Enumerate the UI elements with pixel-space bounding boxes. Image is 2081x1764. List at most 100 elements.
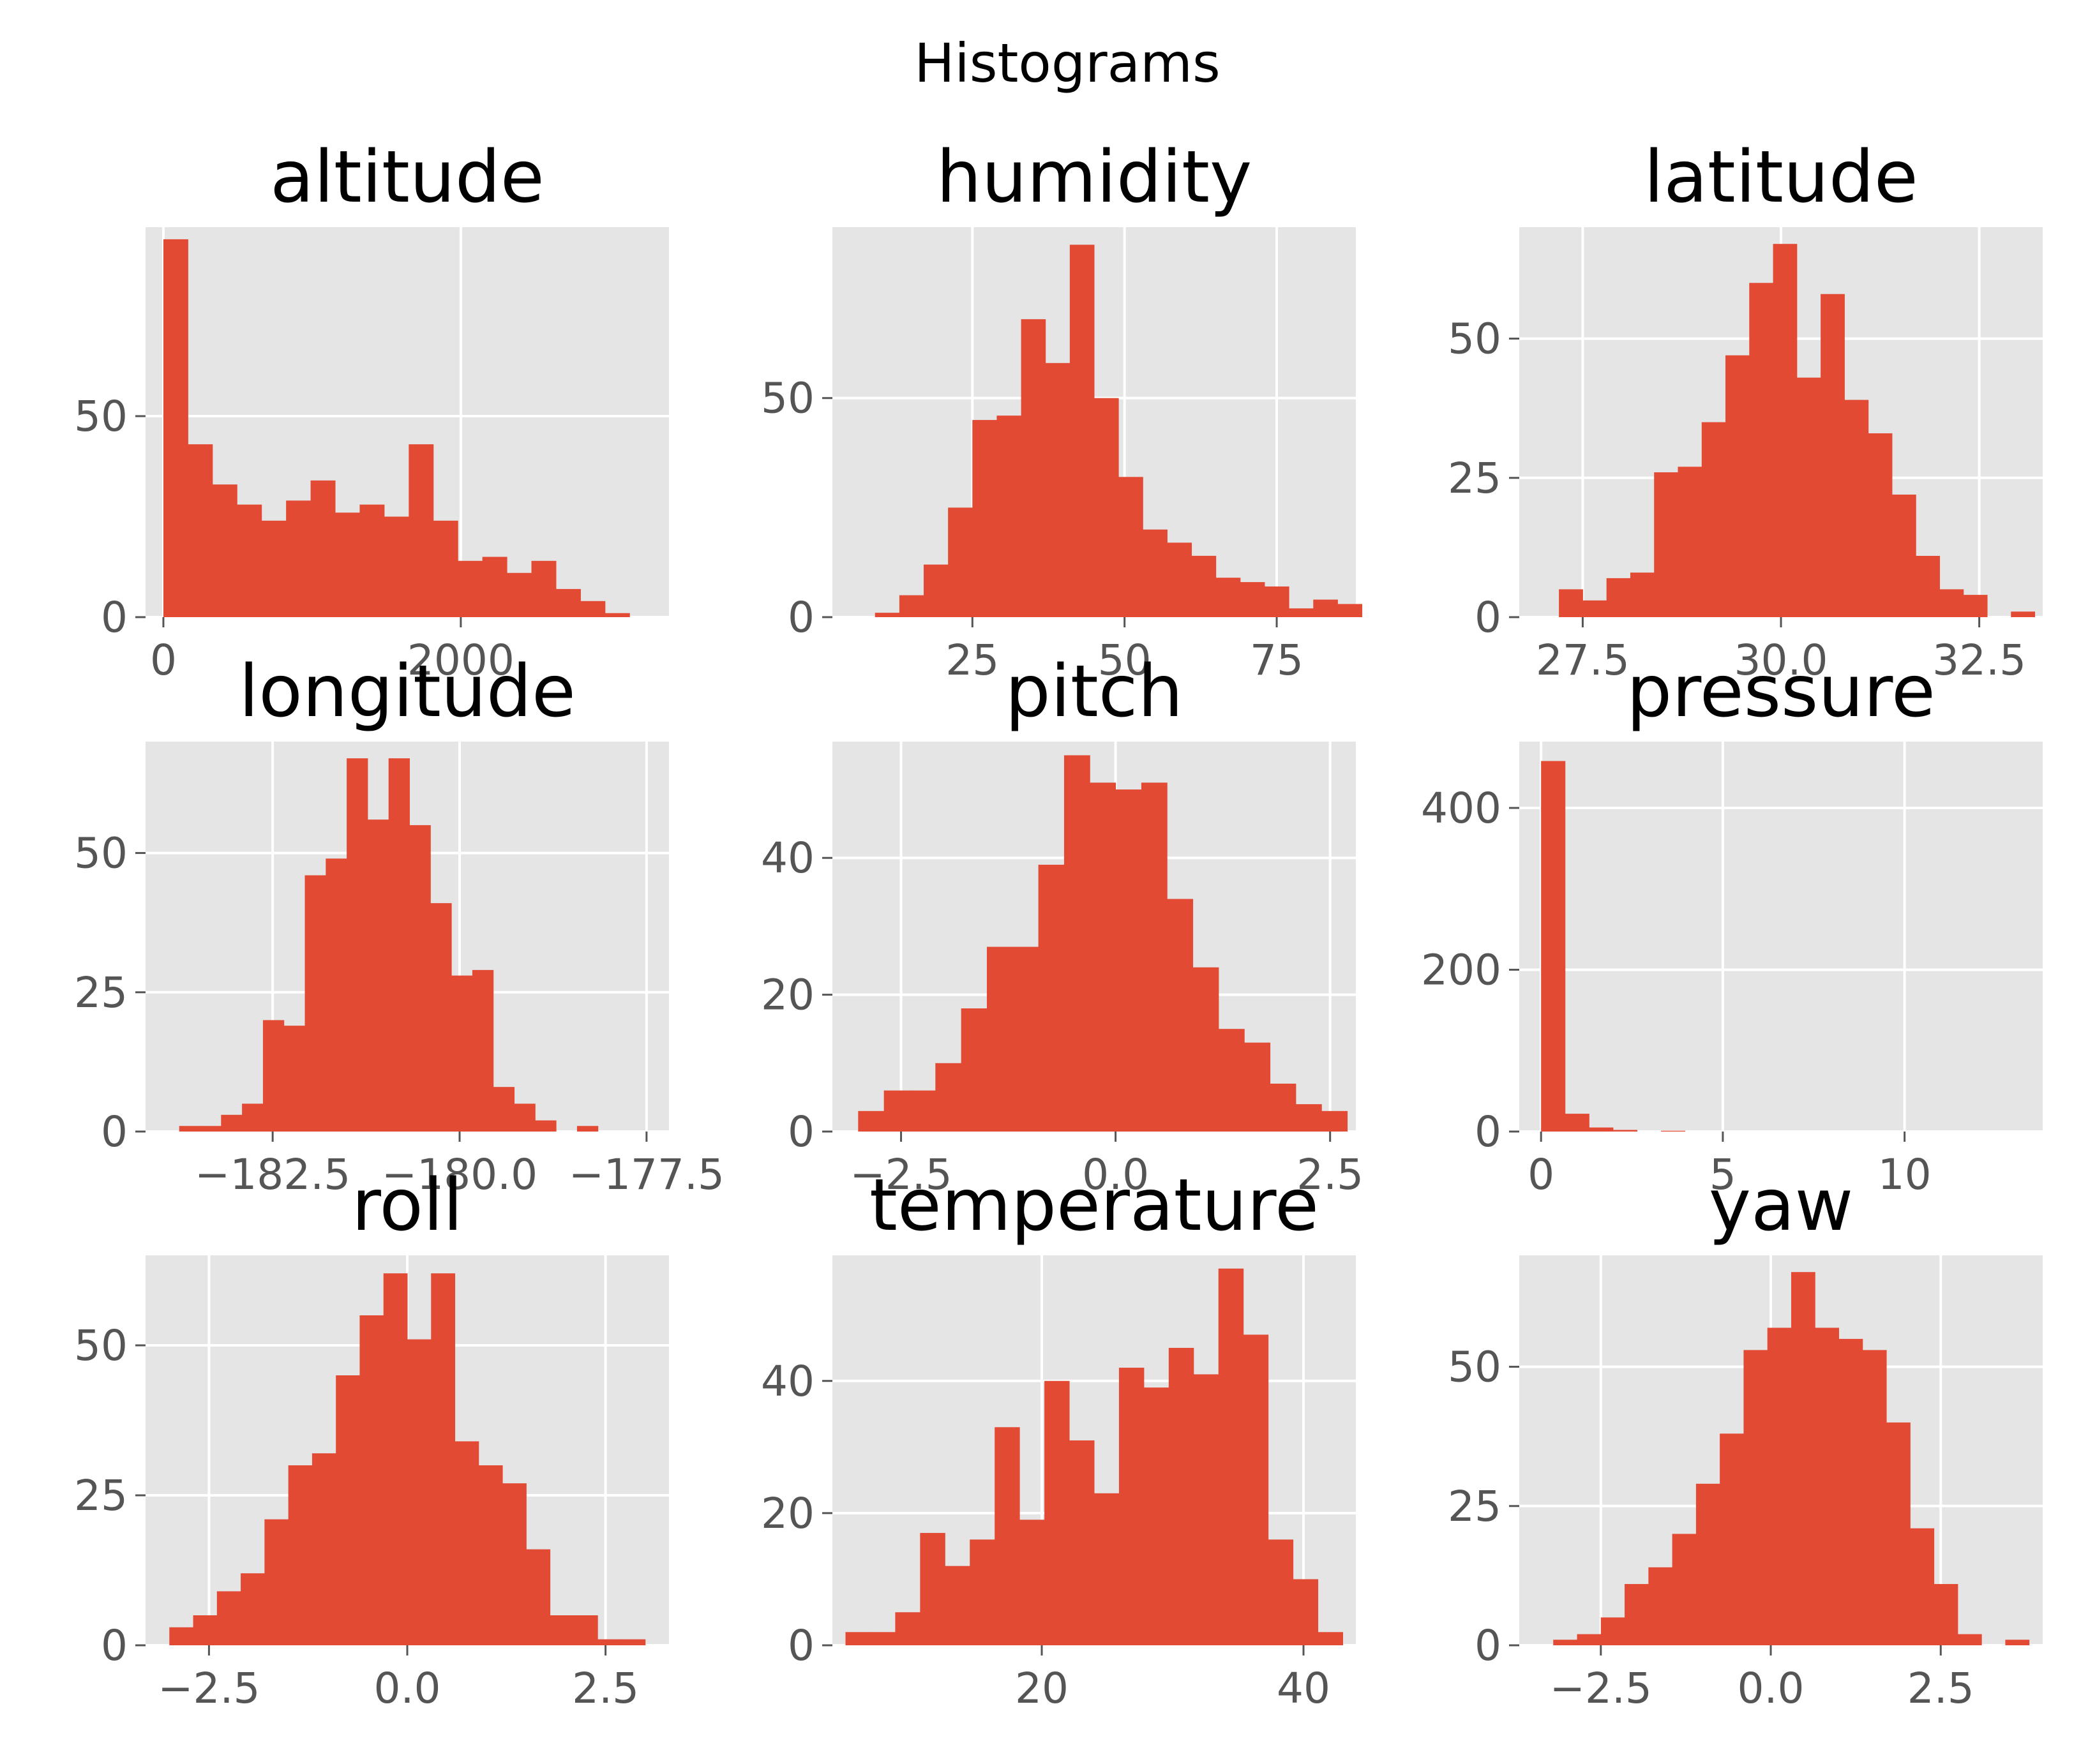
- bar-roll-19: [621, 1639, 646, 1645]
- bar-yaw-0: [1553, 1640, 1578, 1645]
- y-tick-label-pitch-1: 20: [761, 971, 815, 1020]
- x-tick-label-yaw-1: 0.0: [1738, 1664, 1805, 1713]
- bar-humidity-2: [899, 595, 924, 617]
- bar-longitude-14: [472, 969, 494, 1132]
- bar-pitch-12: [1167, 899, 1194, 1132]
- bar-humidity-8: [1045, 363, 1071, 617]
- bar-roll-0: [169, 1627, 194, 1645]
- bar-pitch-18: [1321, 1110, 1348, 1132]
- y-tick-label-longitude-1: 25: [74, 968, 128, 1017]
- y-tick-label-latitude-0: 0: [1475, 593, 1501, 642]
- bar-yaw-3: [1625, 1583, 1649, 1645]
- bar-altitude-12: [458, 560, 483, 617]
- bar-yaw-11: [1815, 1327, 1840, 1645]
- bar-roll-16: [550, 1615, 575, 1645]
- bar-altitude-7: [335, 512, 360, 617]
- bar-latitude-19: [2011, 611, 2036, 617]
- bar-roll-18: [597, 1639, 622, 1645]
- bar-temperature-0: [845, 1632, 871, 1645]
- bar-temperature-11: [1118, 1368, 1145, 1645]
- bar-latitude-9: [1773, 244, 1798, 618]
- x-tick-label-roll-2: 2.5: [572, 1664, 639, 1713]
- bar-pitch-2: [909, 1090, 936, 1132]
- panel-title-altitude: altitude: [270, 136, 545, 219]
- x-tick-label-yaw-0: −2.5: [1550, 1664, 1652, 1713]
- plot-area-pressure: [1519, 742, 2043, 1132]
- bar-temperature-6: [995, 1427, 1020, 1645]
- panel-title-roll: roll: [352, 1164, 463, 1247]
- bar-latitude-3: [1630, 572, 1655, 617]
- bar-roll-4: [264, 1519, 289, 1645]
- panel-title-temperature: temperature: [869, 1164, 1319, 1247]
- bar-humidity-7: [1021, 319, 1046, 617]
- bar-pitch-7: [1038, 864, 1065, 1132]
- bar-humidity-16: [1240, 582, 1265, 617]
- y-tick-label-pitch-0: 0: [788, 1107, 815, 1156]
- bar-longitude-6: [304, 875, 326, 1132]
- y-tick-label-temperature-0: 0: [788, 1621, 815, 1670]
- y-tick-label-pressure-0: 0: [1475, 1107, 1501, 1156]
- bar-roll-14: [502, 1483, 527, 1645]
- bar-pitch-6: [1012, 946, 1039, 1132]
- bar-yaw-16: [1934, 1583, 1958, 1645]
- bar-roll-10: [407, 1339, 432, 1645]
- y-tick-label-roll-1: 25: [74, 1471, 128, 1520]
- x-tick-label-latitude-1: 30.0: [1734, 636, 1828, 685]
- bar-pitch-0: [858, 1110, 885, 1132]
- x-tick-label-longitude-0: −182.5: [195, 1150, 350, 1199]
- y-tick-label-humidity-1: 50: [761, 374, 815, 423]
- bar-temperature-15: [1218, 1268, 1244, 1645]
- bar-yaw-5: [1672, 1534, 1697, 1645]
- x-tick-label-pitch-0: −2.5: [850, 1150, 952, 1199]
- bar-longitude-1: [200, 1126, 222, 1132]
- x-tick-label-humidity-1: 50: [1098, 636, 1152, 685]
- bar-latitude-6: [1701, 422, 1726, 617]
- x-tick-label-pressure-2: 10: [1878, 1150, 1932, 1199]
- panel-humidity: 25 50 75 0 50 humidity: [761, 136, 1363, 685]
- bar-roll-9: [383, 1273, 408, 1645]
- bar-longitude-15: [493, 1087, 515, 1132]
- bar-temperature-14: [1193, 1374, 1219, 1645]
- y-tick-label-humidity-0: 0: [788, 593, 815, 642]
- bar-humidity-17: [1264, 586, 1289, 617]
- bar-pitch-8: [1063, 755, 1090, 1132]
- panel-roll: −2.5 0.0 2.5 0 25 50 roll: [74, 1164, 669, 1713]
- bar-humidity-11: [1118, 477, 1143, 617]
- bar-longitude-12: [430, 903, 452, 1132]
- bar-humidity-20: [1337, 604, 1363, 617]
- bar-pressure-5: [1661, 1130, 1686, 1132]
- x-tick-label-pressure-1: 5: [1709, 1150, 1736, 1199]
- bar-altitude-10: [409, 444, 434, 617]
- bar-temperature-8: [1044, 1380, 1070, 1645]
- panel-pressure: 0 5 10 0 200 400 pressure: [1421, 650, 2043, 1199]
- bar-humidity-13: [1167, 542, 1192, 617]
- bar-yaw-8: [1743, 1350, 1768, 1645]
- bar-yaw-6: [1695, 1483, 1720, 1645]
- x-tick-label-temperature-1: 40: [1277, 1664, 1330, 1713]
- y-tick-label-roll-2: 50: [74, 1321, 128, 1370]
- bar-pressure-2: [1589, 1127, 1614, 1132]
- panel-temperature: 20 40 0 20 40 temperature: [761, 1164, 1356, 1713]
- bar-yaw-13: [1862, 1350, 1887, 1645]
- bar-roll-17: [573, 1615, 598, 1645]
- x-tick-label-longitude-1: −180.0: [382, 1150, 537, 1199]
- bar-latitude-1: [1582, 600, 1607, 617]
- bar-roll-5: [288, 1465, 313, 1645]
- bar-latitude-10: [1796, 377, 1821, 617]
- bar-latitude-7: [1725, 355, 1750, 617]
- y-tick-label-yaw-1: 25: [1448, 1482, 1501, 1531]
- bar-longitude-19: [576, 1126, 599, 1132]
- panel-title-yaw: yaw: [1709, 1164, 1854, 1247]
- bar-temperature-4: [945, 1566, 970, 1645]
- bar-yaw-10: [1791, 1272, 1815, 1645]
- bar-latitude-12: [1844, 400, 1869, 617]
- bar-yaw-9: [1767, 1327, 1792, 1645]
- bar-longitude-5: [283, 1026, 306, 1132]
- bar-humidity-5: [972, 420, 997, 617]
- y-tick-label-pressure-1: 200: [1421, 945, 1501, 994]
- bar-altitude-14: [507, 572, 532, 617]
- x-tick-label-pitch-2: 2.5: [1296, 1150, 1364, 1199]
- bar-altitude-3: [237, 504, 262, 617]
- bar-yaw-12: [1838, 1338, 1863, 1645]
